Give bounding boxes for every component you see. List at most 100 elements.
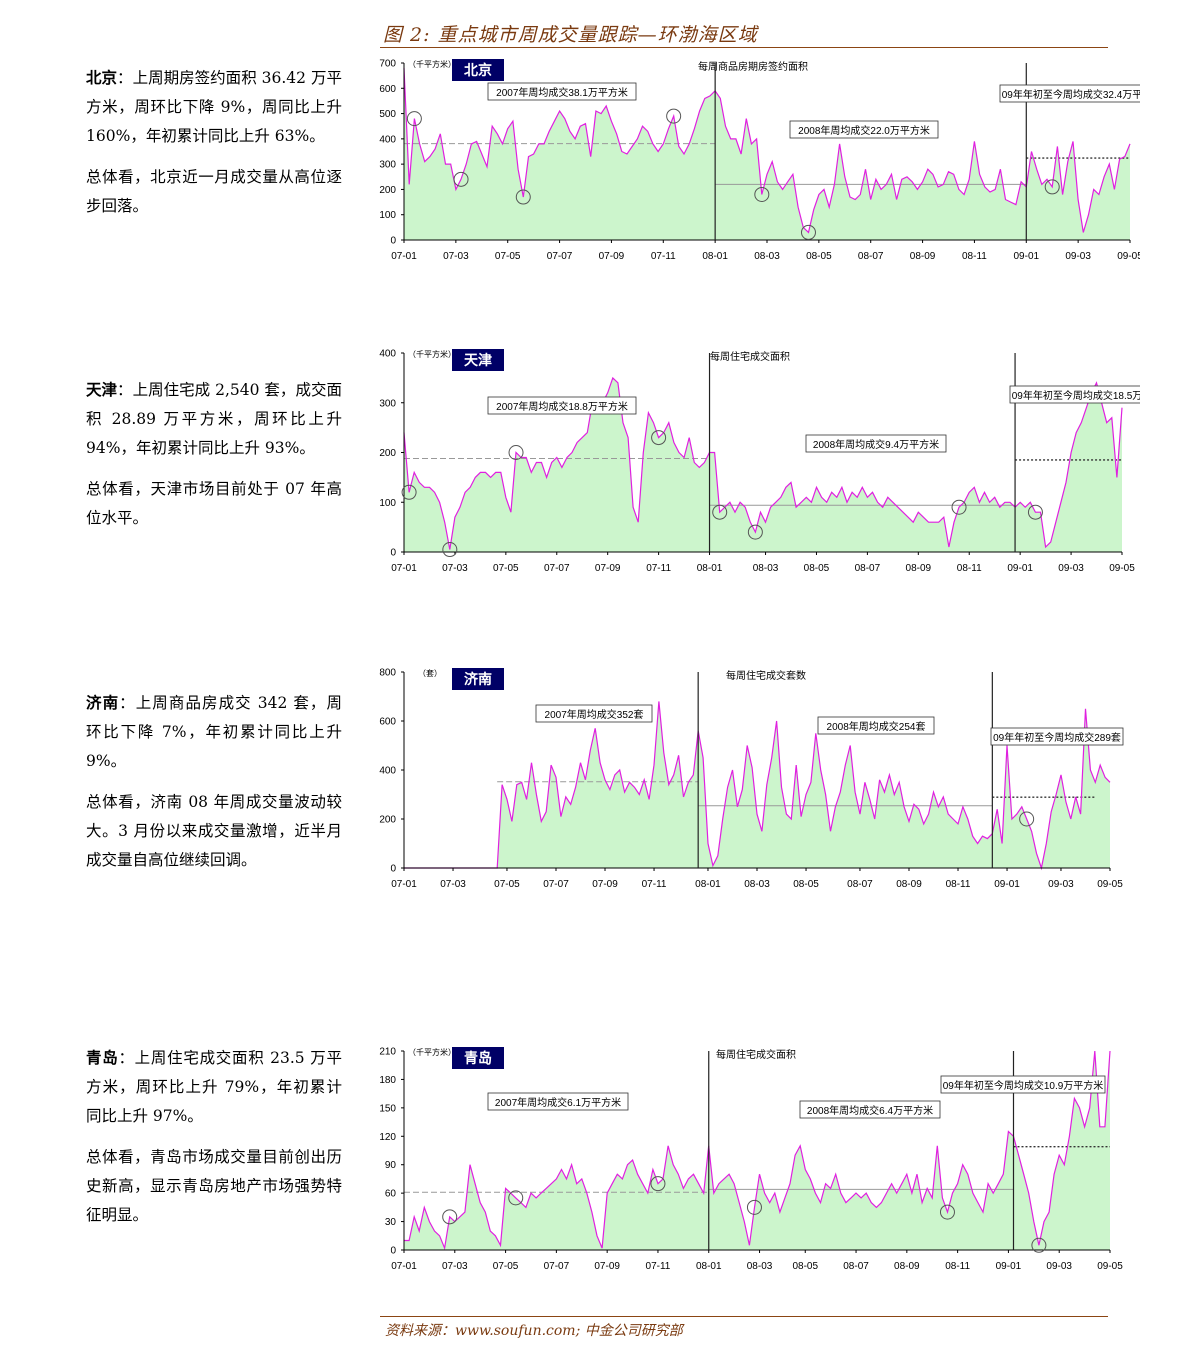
x-tick-label: 07-03	[440, 879, 466, 890]
low-marker	[508, 1190, 524, 1206]
y-tick-label: 300	[379, 398, 396, 409]
city-badge	[452, 349, 504, 371]
x-tick-label: 08-07	[843, 1261, 869, 1272]
x-tick-label: 07-05	[493, 563, 519, 574]
x-tick-label: 08-03	[747, 1261, 773, 1272]
area-fill	[404, 701, 1110, 868]
x-tick-label: 07-07	[547, 251, 573, 262]
low-marker	[1027, 504, 1043, 520]
annotation-box	[487, 396, 637, 415]
x-tick-label: 09-05	[1109, 563, 1135, 574]
x-tick-label: 07-09	[595, 563, 621, 574]
x-tick-label: 09-05	[1097, 1261, 1123, 1272]
annotation-box	[487, 1092, 629, 1111]
area-fill	[404, 377, 1122, 552]
y-tick-label: 210	[379, 1047, 396, 1058]
chart-jinan: 0 200 400 600 800 07-01 07-03 07-05 07-07 07-09 07…	[379, 668, 1124, 890]
x-tick-label: 07-03	[443, 251, 469, 262]
low-marker	[939, 1204, 955, 1220]
city-badge	[452, 1047, 504, 1069]
low-marker	[754, 186, 770, 202]
x-tick-label: 07-09	[592, 879, 618, 890]
y-tick-label: 120	[379, 1132, 396, 1143]
city-badge	[452, 668, 504, 690]
y-tick-label: 800	[379, 668, 396, 679]
city-badge-label: 北京	[464, 62, 492, 78]
chart-subtitle: 每周住宅成交面积	[710, 350, 790, 363]
y-tick-label: 400	[379, 766, 396, 777]
y-tick-label: 400	[379, 134, 396, 145]
x-tick-label: 07-01	[391, 563, 417, 574]
para1: ：上周期房签约面积 36.42 万平方米，周环比下降 9%，周同比上升 160%…	[86, 69, 342, 145]
footer-rule	[380, 1316, 1108, 1317]
x-tick-label: 08-01	[696, 1261, 722, 1272]
x-tick-label: 09-01	[1007, 563, 1033, 574]
x-tick-label: 07-01	[391, 879, 417, 890]
annotation-text: 2007年周均成交352套	[545, 708, 644, 721]
low-marker	[401, 484, 417, 500]
x-tick-label: 07-05	[493, 1261, 519, 1272]
y-tick-label: 600	[379, 717, 396, 728]
low-marker	[951, 499, 967, 515]
x-tick-label: 08-01	[697, 563, 723, 574]
annotation-text: 2007年周均成交38.1万平方米	[496, 86, 628, 99]
city-badge	[452, 59, 504, 81]
y-tick-label: 700	[379, 59, 396, 70]
annotation-box	[817, 716, 935, 735]
para2: 总体看，天津市场目前处于 07 年高位水平。	[86, 480, 342, 527]
y-tick-label: 180	[379, 1075, 396, 1086]
x-tick-label: 09-03	[1046, 1261, 1072, 1272]
y-tick-label: 0	[390, 1246, 396, 1257]
x-tick-label: 07-05	[495, 251, 521, 262]
x-tick-label: 07-11	[646, 1261, 671, 1272]
x-tick-label: 08-03	[754, 251, 780, 262]
x-tick-label: 07-07	[543, 879, 569, 890]
y-tick-label: 0	[390, 548, 396, 559]
low-marker	[515, 189, 531, 205]
title-rule	[380, 47, 1108, 48]
para2: 总体看，济南 08 年周成交量波动较大。3 月份以来成交量激增，近半月成交量自高…	[86, 793, 342, 869]
beijing-text: 北京：上周期房签约面积 36.42 万平方米，周环比下降 9%，周同比上升 16…	[86, 63, 342, 233]
annotation-box	[487, 82, 637, 101]
x-tick-label: 08-01	[695, 879, 721, 890]
qingdao-text: 青岛：上周住宅成交面积 23.5 万平方米，周环比上升 79%，年初累计同比上升…	[86, 1043, 342, 1242]
chart-qingdao: 0 30 60 90 120 150 180 210 07-01 07-03 07-05 07-07 0…	[379, 1047, 1123, 1273]
annotation-text: 09年年初至今周均成交289套	[993, 731, 1121, 744]
x-tick-label: 09-03	[1048, 879, 1074, 890]
city-badge-label: 天津	[464, 352, 492, 368]
annotation-box	[789, 120, 939, 139]
x-tick-label: 07-05	[494, 879, 520, 890]
x-tick-label: 08-11	[946, 879, 971, 890]
annotation-text: 2008年周均成交254套	[827, 720, 926, 733]
annotation-box	[1009, 385, 1140, 404]
para1: ：上周商品房成交 342 套，周环比下降 7%，年初累计同比上升 9%。	[86, 694, 342, 770]
x-tick-label: 07-11	[642, 879, 667, 890]
x-tick-label: 09-03	[1058, 563, 1084, 574]
low-marker	[442, 1209, 458, 1225]
annotation-box	[805, 434, 947, 453]
city-label: 青岛	[86, 1048, 119, 1067]
y-tick-label: 200	[379, 815, 396, 826]
annotation-text: 2008年周均成交6.4万平方米	[807, 1104, 933, 1117]
x-tick-label: 08-07	[855, 563, 881, 574]
x-tick-label: 08-05	[804, 563, 830, 574]
para1: ：上周住宅成交面积 23.5 万平方米，周环比上升 79%，年初累计同比上升 9…	[86, 1049, 342, 1125]
x-tick-label: 08-05	[806, 251, 832, 262]
low-marker	[666, 108, 682, 124]
source-note: 资料来源：www.soufun.com; 中金公司研究部	[385, 1323, 683, 1339]
annotation-text: 2008年周均成交9.4万平方米	[813, 438, 939, 451]
low-marker	[508, 445, 524, 460]
y-tick-label: 300	[379, 160, 396, 171]
x-tick-label: 07-07	[544, 563, 570, 574]
annotation-text: 09年年初至今周均成交32.4万平方米	[1002, 88, 1140, 101]
area-fill	[404, 1051, 1110, 1250]
x-tick-label: 07-09	[599, 251, 625, 262]
y-tick-label: 600	[379, 84, 396, 95]
chart-subtitle: 每周商品房期房签约面积	[698, 60, 808, 73]
y-tick-label: 400	[379, 349, 396, 360]
x-tick-label: 08-11	[962, 251, 987, 262]
x-tick-label: 09-01	[1013, 251, 1039, 262]
unit-label: （千平方米）	[408, 1047, 456, 1057]
series-line	[403, 376, 1123, 550]
x-tick-label: 07-01	[391, 1261, 417, 1272]
